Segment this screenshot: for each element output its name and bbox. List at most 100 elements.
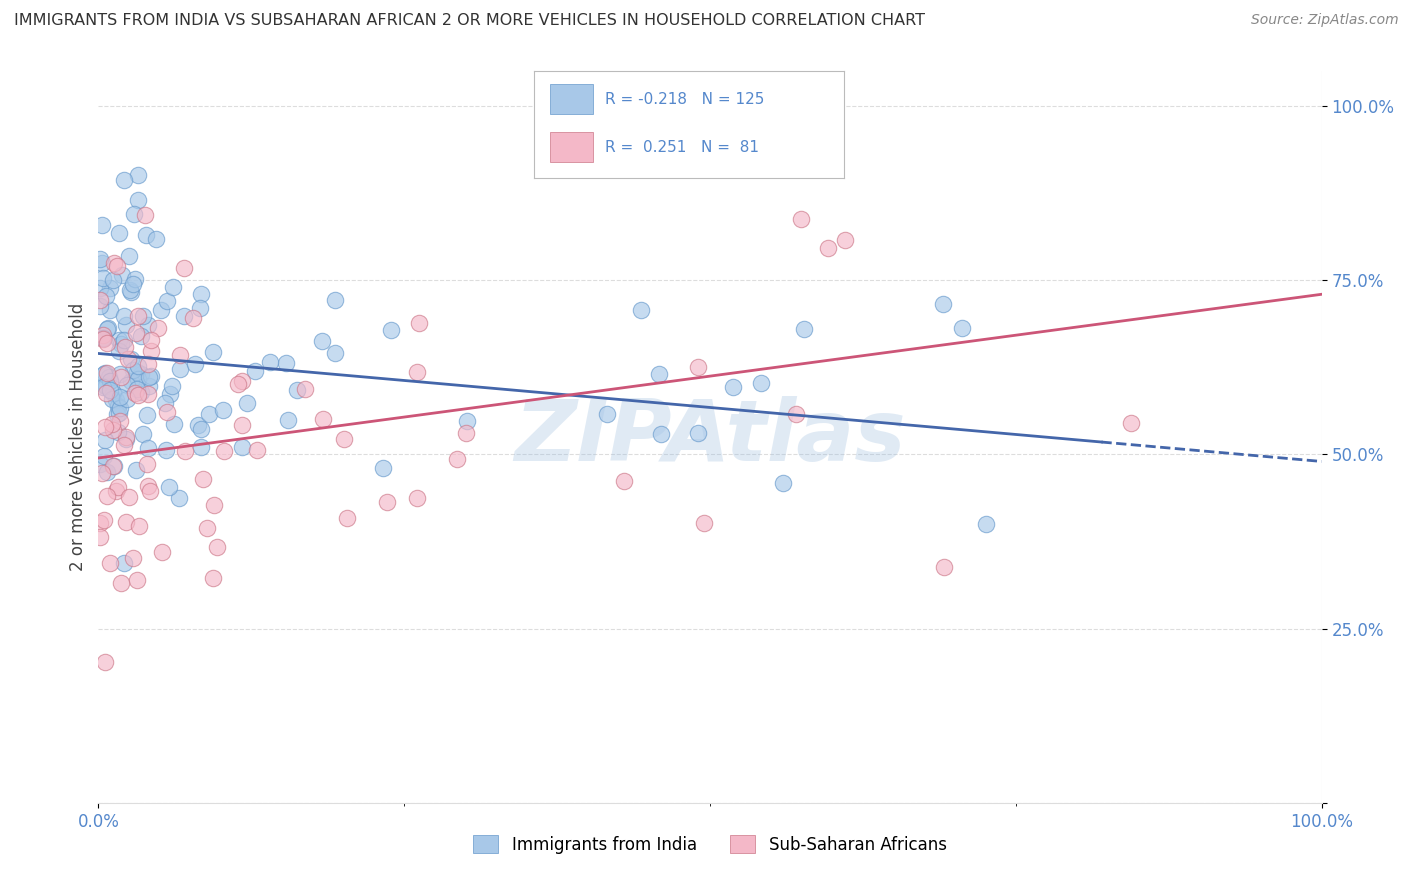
Point <box>127 193 149 207</box>
Point <box>105 392 128 407</box>
Text: R = -0.218   N = 125: R = -0.218 N = 125 <box>606 92 765 107</box>
Point <box>91 380 114 394</box>
Point <box>120 374 142 388</box>
Point <box>114 340 136 354</box>
Point <box>231 374 253 388</box>
Point <box>212 443 235 458</box>
Point <box>181 310 204 325</box>
Point <box>127 372 149 386</box>
Point <box>107 259 129 273</box>
Point <box>96 289 118 303</box>
Point <box>110 337 132 351</box>
Point <box>121 277 143 291</box>
Point <box>114 309 136 323</box>
Point <box>127 574 149 588</box>
Point <box>136 478 159 492</box>
Point <box>115 432 138 446</box>
Point <box>173 261 195 276</box>
Point <box>90 256 112 270</box>
Point <box>98 556 121 570</box>
Point <box>110 575 132 590</box>
Point <box>98 370 121 384</box>
Point <box>135 227 157 242</box>
Point <box>201 344 224 359</box>
Point <box>127 309 149 323</box>
Point <box>190 441 212 455</box>
Point <box>93 513 115 527</box>
Point <box>723 380 745 394</box>
Point <box>647 368 669 382</box>
Point <box>406 491 429 506</box>
Point <box>446 451 468 466</box>
Point <box>323 293 346 307</box>
Point <box>96 489 118 503</box>
Point <box>380 323 402 337</box>
Point <box>93 378 115 392</box>
Point <box>785 407 807 421</box>
Point <box>96 321 118 335</box>
Point <box>613 474 636 488</box>
Point <box>155 443 177 458</box>
Point <box>115 430 138 444</box>
Point <box>108 334 131 348</box>
Point <box>274 356 297 370</box>
Point <box>198 407 221 421</box>
Point <box>108 414 131 428</box>
Text: R =  0.251   N =  81: R = 0.251 N = 81 <box>606 140 759 155</box>
Point <box>145 232 167 246</box>
Point <box>688 360 710 375</box>
Point <box>93 331 115 345</box>
Point <box>108 401 131 415</box>
Point <box>138 483 160 498</box>
Point <box>162 379 184 393</box>
Point <box>98 374 121 388</box>
Point <box>190 301 212 316</box>
Point <box>243 364 266 378</box>
Point <box>110 369 132 384</box>
Point <box>103 458 125 473</box>
Point <box>162 280 184 294</box>
Point <box>96 465 118 479</box>
Point <box>277 412 299 426</box>
Point <box>103 256 125 270</box>
Point <box>456 413 478 427</box>
Point <box>129 367 152 381</box>
Point <box>169 348 191 362</box>
Point <box>118 283 141 297</box>
Point <box>115 318 138 332</box>
Point <box>371 460 394 475</box>
Point <box>93 271 115 285</box>
Point <box>117 352 139 367</box>
Point <box>148 320 170 334</box>
Point <box>207 540 229 554</box>
Point <box>692 516 714 530</box>
Point <box>202 571 225 585</box>
Point <box>138 379 160 393</box>
Point <box>96 386 118 401</box>
Point <box>121 551 143 566</box>
Point <box>129 328 152 343</box>
Point <box>115 378 138 392</box>
Point <box>772 475 794 490</box>
Point <box>89 293 111 307</box>
Point <box>294 382 316 396</box>
Point <box>245 442 267 457</box>
Point <box>163 417 186 431</box>
Point <box>167 491 190 506</box>
Point <box>100 280 122 294</box>
Point <box>157 480 180 494</box>
Legend: Immigrants from India, Sub-Saharan Africans: Immigrants from India, Sub-Saharan Afric… <box>467 829 953 860</box>
Point <box>89 457 111 471</box>
Point <box>120 352 142 367</box>
Point <box>129 385 152 400</box>
Point <box>103 273 125 287</box>
Point <box>89 299 111 313</box>
Point <box>155 396 177 410</box>
Point <box>333 432 356 446</box>
Point <box>184 358 207 372</box>
Point <box>112 333 135 347</box>
Point <box>128 519 150 533</box>
Point <box>127 388 149 402</box>
Point <box>105 408 128 422</box>
Point <box>94 433 117 447</box>
